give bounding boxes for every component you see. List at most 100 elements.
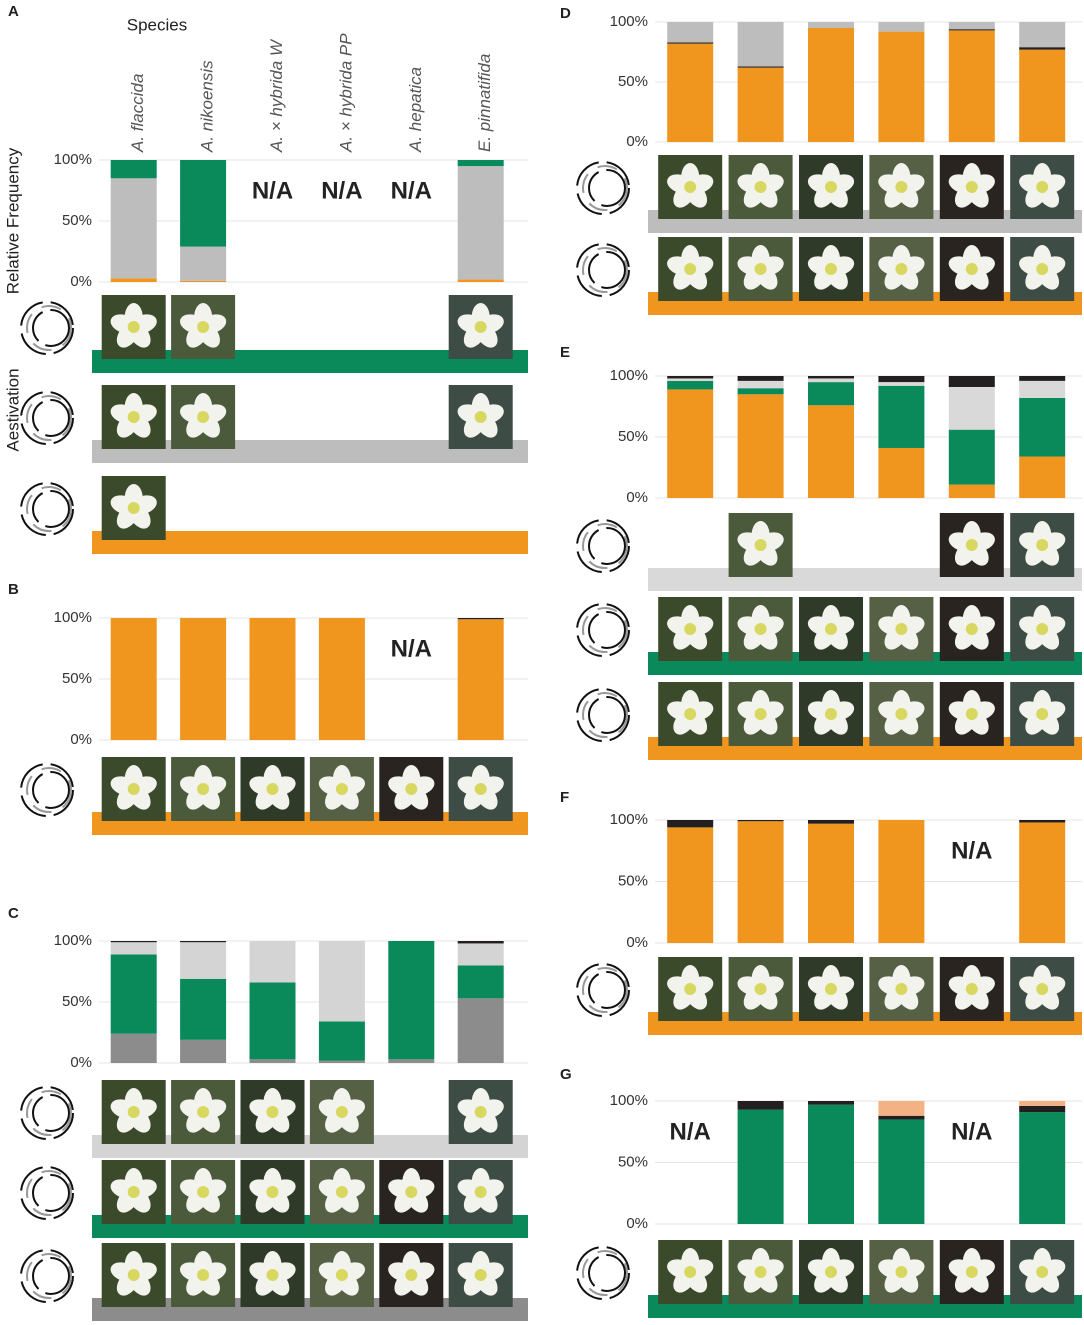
- aestivation-icon: [588, 527, 626, 565]
- flower-center: [825, 181, 837, 193]
- bar-segment: [180, 942, 227, 979]
- flower-center: [754, 539, 767, 551]
- bar-segment: [737, 1101, 784, 1110]
- flower-center: [1036, 1266, 1049, 1278]
- flower-center: [266, 1106, 279, 1118]
- aestivation-icon: [32, 1094, 70, 1132]
- bar-segment: [1019, 1101, 1066, 1106]
- flower-center: [335, 1186, 348, 1198]
- flower-center: [127, 1269, 140, 1281]
- bar-segment: [457, 279, 504, 282]
- aestivation-icon: [588, 1254, 626, 1292]
- flower-center: [405, 1269, 418, 1281]
- flower-center: [197, 411, 210, 423]
- bar-segment: [878, 382, 925, 386]
- flower-center: [825, 1266, 837, 1278]
- flower-center: [965, 623, 978, 635]
- flower-center: [1036, 181, 1049, 193]
- y-tick-label: 100%: [54, 151, 92, 168]
- aestivation-icon: [26, 395, 72, 441]
- bar-segment: [667, 378, 714, 381]
- category-label: A. hepatica: [406, 67, 425, 153]
- flower-center: [474, 1106, 487, 1118]
- bar-segment: [1019, 49, 1066, 142]
- aestivation-icon: [32, 1174, 70, 1212]
- flower-center: [965, 708, 978, 720]
- bar-segment: [457, 998, 504, 1063]
- y-tick-label: 100%: [610, 811, 648, 828]
- bar-segment: [737, 821, 784, 943]
- flower-center: [895, 181, 908, 193]
- flower-center: [684, 623, 697, 635]
- bar-segment: [457, 965, 504, 999]
- flower-center: [825, 983, 837, 995]
- y-tick-label: 100%: [610, 367, 648, 384]
- flower-center: [895, 623, 908, 635]
- bar-segment: [808, 22, 854, 28]
- bar-segment: [1019, 822, 1066, 943]
- bar-segment: [1019, 22, 1066, 48]
- bar-segment: [318, 618, 365, 740]
- annotation: N/A: [321, 177, 362, 204]
- bar-segment: [1019, 1105, 1066, 1113]
- flower-center: [127, 783, 140, 795]
- bar-segment: [808, 1104, 854, 1224]
- flower-center: [965, 539, 978, 551]
- panel-label: G: [560, 1066, 572, 1083]
- bar-segment: [667, 820, 714, 828]
- flower-center: [127, 502, 140, 514]
- y-tick-label: 0%: [70, 731, 92, 748]
- bar-segment: [878, 1119, 925, 1224]
- bar-segment: [737, 67, 784, 142]
- bar-segment: [667, 827, 714, 943]
- aestivation-icon: [582, 523, 628, 569]
- flower-center: [197, 1269, 210, 1281]
- flower-center: [684, 708, 697, 720]
- aestivation-icon: [32, 490, 70, 528]
- aestivation-icon: [582, 607, 628, 653]
- bar-segment: [457, 619, 504, 740]
- y-tick-label: 50%: [618, 428, 648, 445]
- bar-segment: [808, 376, 854, 379]
- bar-segment: [737, 394, 784, 498]
- flower-center: [127, 411, 140, 423]
- panel-label: E: [560, 344, 570, 361]
- bar-segment: [457, 618, 504, 620]
- flower-center: [754, 263, 767, 275]
- flower-center: [684, 263, 697, 275]
- aestivation-icon: [588, 971, 626, 1009]
- aestivation-icon: [26, 486, 72, 532]
- category-strip: [92, 531, 528, 554]
- aestivation-icon: [582, 1250, 628, 1296]
- bar-segment: [388, 941, 435, 1060]
- bar-segment: [457, 166, 504, 280]
- bar-segment: [808, 382, 854, 406]
- aestivation-icon: [576, 243, 630, 297]
- y-tick-label: 0%: [626, 1215, 648, 1232]
- bar-segment: [1019, 397, 1066, 457]
- flower-center: [266, 1186, 279, 1198]
- aestivation-icon: [20, 1086, 74, 1140]
- bar-segment: [667, 22, 714, 43]
- aestivation-icon: [32, 399, 70, 437]
- category-label: E. pinnatifida: [475, 54, 494, 152]
- bar-segment: [249, 941, 296, 983]
- bar-segment: [457, 941, 504, 944]
- aestivation-icon: [582, 165, 628, 211]
- flower-center: [754, 983, 767, 995]
- aestivation-icon: [32, 309, 70, 347]
- flower-center: [474, 321, 487, 333]
- y-tick-label: 100%: [610, 1092, 648, 1109]
- aestivation-icon: [576, 603, 630, 657]
- aestivation-icon: [582, 967, 628, 1013]
- flower-center: [127, 1186, 140, 1198]
- aestivation-icon: [26, 305, 72, 351]
- bar-segment: [808, 405, 854, 498]
- flower-center: [965, 983, 978, 995]
- annotation: N/A: [951, 1118, 992, 1145]
- annotation: N/A: [951, 837, 992, 864]
- flower-center: [965, 263, 978, 275]
- category-label: A. × hybrida W: [267, 38, 286, 153]
- y-tick-label: 50%: [618, 872, 648, 889]
- aestivation-icon: [32, 771, 70, 809]
